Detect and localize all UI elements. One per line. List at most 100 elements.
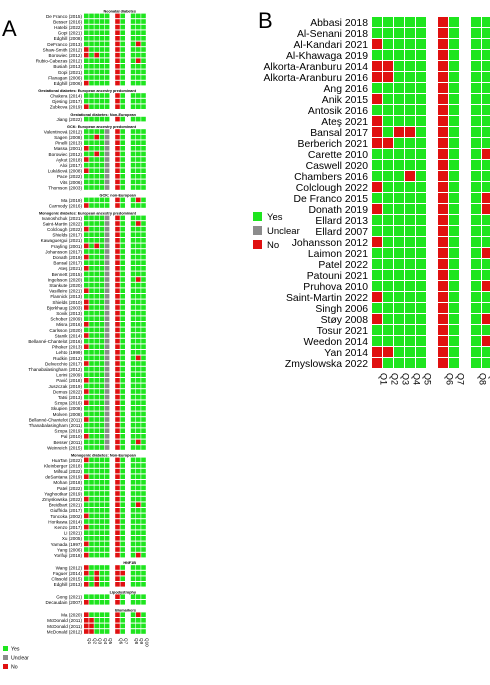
heatmap-cell — [99, 93, 105, 98]
heatmap-cell — [104, 629, 110, 634]
row-label: HuaTan (2022) — [52, 458, 83, 463]
heatmap-cell — [84, 146, 89, 151]
row-label: Alkorta-Aranburu 2014 — [263, 62, 368, 73]
heatmap-cell — [89, 411, 94, 417]
heatmap-cell — [99, 146, 105, 151]
heatmap-cell — [89, 406, 94, 411]
heatmap-cell — [99, 513, 105, 519]
heatmap-cell — [84, 215, 89, 221]
heatmap-cell — [120, 524, 125, 530]
heatmap-cell — [115, 134, 120, 140]
heatmap-cell — [405, 83, 415, 93]
row-label: Saint-Martin (2022) — [43, 221, 83, 226]
heatmap-cell — [99, 350, 105, 355]
heatmap-cell — [115, 52, 120, 58]
heatmap-cell — [136, 80, 141, 86]
heatmap-cell — [136, 618, 141, 623]
heatmap-cell — [104, 277, 110, 282]
heatmap-cell — [394, 39, 404, 49]
heatmap-cell — [104, 508, 110, 513]
heatmap-cell — [115, 19, 120, 24]
heatmap-cell — [416, 226, 426, 236]
heatmap-cell — [449, 347, 459, 357]
heatmap-cell — [416, 83, 426, 93]
heatmap-cell — [141, 322, 146, 327]
row-label: Mifsud (2022) — [54, 469, 83, 474]
heatmap-cell — [89, 366, 94, 372]
heatmap-cell — [141, 271, 146, 277]
heatmap-cell — [104, 519, 110, 524]
column-label: Q2 — [390, 373, 400, 385]
heatmap-cell — [104, 197, 110, 203]
heatmap-cell — [383, 50, 393, 60]
heatmap-cell — [99, 162, 105, 168]
heatmap-cell — [84, 232, 89, 237]
heatmap-cell — [141, 480, 146, 485]
heatmap-cell — [120, 417, 125, 422]
heatmap-cell — [394, 127, 404, 137]
heatmap-cell — [141, 179, 146, 185]
heatmap-cell — [84, 140, 89, 145]
heatmap-cell — [416, 149, 426, 159]
heatmap-cell — [94, 316, 99, 321]
row-label: Ellard 2007 — [315, 227, 368, 238]
heatmap-cell — [104, 491, 110, 496]
heatmap-cell — [99, 249, 105, 254]
heatmap-cell — [438, 325, 448, 335]
heatmap-cell — [104, 299, 110, 305]
heatmap-cell — [141, 600, 146, 605]
heatmap-cell — [394, 303, 404, 313]
heatmap-cell — [471, 303, 481, 313]
heatmap-cell — [84, 394, 89, 400]
heatmap-cell — [84, 530, 89, 535]
column-label: Q10 — [144, 638, 149, 647]
heatmap-cell — [372, 17, 382, 27]
heatmap-cell — [136, 434, 141, 439]
heatmap-cell — [471, 204, 481, 214]
heatmap-cell — [141, 129, 146, 134]
column-label: Q5 — [423, 373, 433, 385]
heatmap-cell — [383, 116, 393, 126]
heatmap-cell — [89, 485, 94, 491]
heatmap-cell — [449, 149, 459, 159]
heatmap-cell — [136, 174, 141, 179]
heatmap-cell — [120, 271, 125, 277]
heatmap-cell — [120, 623, 125, 629]
heatmap-cell — [136, 468, 141, 474]
heatmap-cell — [104, 552, 110, 558]
heatmap-cell — [372, 215, 382, 225]
heatmap-cell — [94, 338, 99, 344]
heatmap-cell — [416, 292, 426, 302]
heatmap-cell — [130, 508, 136, 513]
heatmap-cell — [405, 358, 415, 368]
heatmap-cell — [99, 266, 105, 271]
heatmap-cell — [99, 129, 105, 134]
heatmap-cell — [394, 160, 404, 170]
row-label: Shields (2017) — [52, 233, 82, 238]
heatmap-cell — [99, 185, 105, 190]
heatmap-cell — [94, 434, 99, 439]
heatmap-cell — [130, 116, 136, 122]
heatmap-cell — [115, 47, 120, 52]
heatmap-cell — [136, 129, 141, 134]
heatmap-cell — [120, 552, 125, 558]
heatmap-cell — [130, 400, 136, 405]
heatmap-cell — [115, 394, 120, 400]
heatmap-cell — [405, 61, 415, 71]
row-label: Patel 2022 — [318, 260, 368, 271]
heatmap-cell — [94, 310, 99, 316]
heatmap-cell — [89, 322, 94, 327]
row-label: Bansal (2017) — [53, 261, 82, 266]
heatmap-cell — [104, 41, 110, 47]
heatmap-cell — [141, 203, 146, 208]
column-label: Q3 — [98, 638, 103, 645]
heatmap-cell — [394, 281, 404, 291]
heatmap-cell — [136, 350, 141, 355]
heatmap-cell — [120, 13, 125, 19]
heatmap-cell — [130, 612, 136, 617]
heatmap-cell — [115, 524, 120, 530]
heatmap-cell — [104, 445, 110, 450]
heatmap-cell — [84, 221, 89, 226]
heatmap-cell — [99, 383, 105, 389]
heatmap-cell — [383, 303, 393, 313]
